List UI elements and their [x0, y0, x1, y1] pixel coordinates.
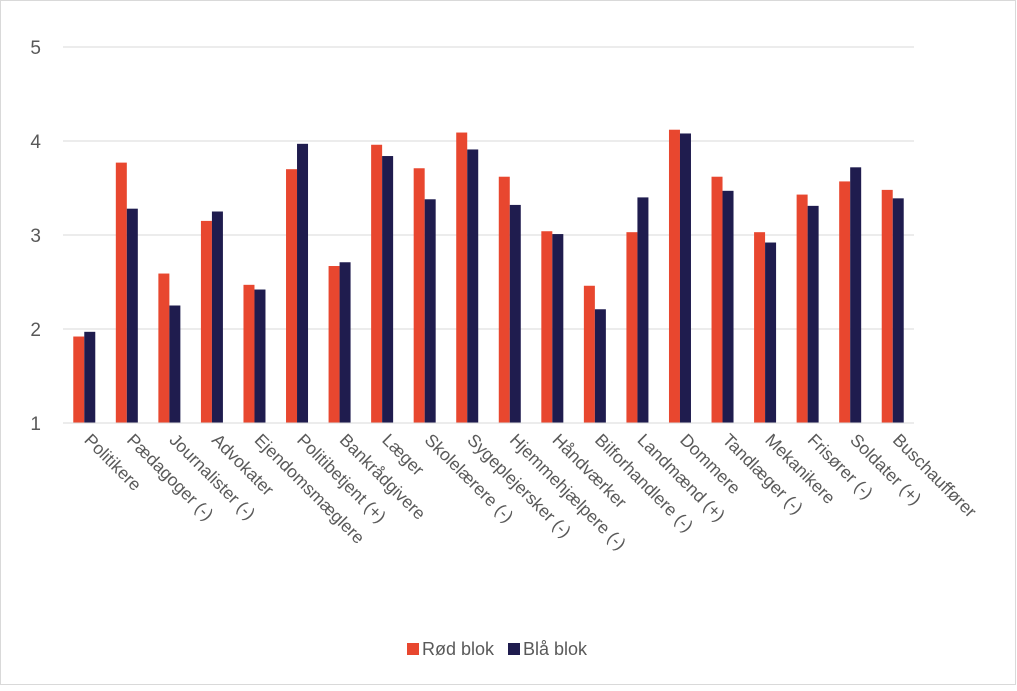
- bar-rod-3: [200, 220, 212, 423]
- bar-rod-1: [115, 162, 127, 423]
- bar-bla-11: [552, 234, 564, 423]
- bar-bla-0: [84, 331, 96, 423]
- bar-rod-17: [796, 194, 808, 423]
- bar-rod-9: [456, 132, 468, 424]
- bar-rod-15: [711, 176, 723, 423]
- legend-swatch: [508, 643, 520, 655]
- bar-bla-5: [297, 143, 309, 423]
- y-tick-label: 4: [30, 132, 41, 153]
- bar-rod-7: [371, 144, 383, 423]
- bar-bla-15: [722, 190, 734, 423]
- bar-rod-18: [839, 181, 851, 423]
- bar-rod-16: [754, 232, 766, 423]
- legend-label: Blå blok: [523, 639, 588, 659]
- bar-rod-14: [668, 129, 680, 423]
- bar-rod-11: [541, 231, 553, 423]
- bar-rod-5: [286, 169, 298, 423]
- legend: Rød blok Blå blok: [407, 639, 588, 659]
- y-tick-label: 2: [30, 320, 41, 341]
- bar-bla-2: [169, 305, 181, 423]
- bars: [73, 129, 904, 424]
- bar-rod-12: [583, 285, 595, 423]
- bar-rod-13: [626, 232, 638, 423]
- bar-bla-16: [765, 242, 777, 423]
- bar-bla-18: [850, 167, 862, 423]
- y-tick-label: 3: [30, 226, 41, 247]
- bar-rod-19: [881, 189, 893, 423]
- bar-bla-19: [892, 198, 904, 423]
- y-tick-label: 5: [30, 38, 41, 59]
- legend-label: Rød blok: [422, 639, 495, 659]
- bar-bla-13: [637, 197, 649, 423]
- bar-bla-7: [382, 156, 394, 424]
- legend-swatch: [407, 643, 419, 655]
- bar-bla-4: [254, 289, 266, 423]
- bar-bla-12: [594, 309, 606, 423]
- bar-rod-10: [498, 176, 510, 423]
- bar-bla-1: [126, 208, 138, 423]
- y-tick-label: 1: [30, 414, 41, 435]
- bar-rod-8: [413, 168, 425, 423]
- gridlines: [63, 46, 914, 330]
- bar-rod-2: [158, 273, 170, 423]
- bar-bla-8: [424, 199, 436, 423]
- y-axis-ticks: 1 2 3 4 5: [30, 38, 41, 435]
- bar-rod-6: [328, 266, 340, 423]
- bar-bla-9: [467, 149, 479, 423]
- bar-rod-4: [243, 284, 255, 423]
- bar-bla-14: [679, 133, 691, 424]
- bar-bla-6: [339, 262, 351, 423]
- bar-bla-3: [211, 211, 223, 423]
- bar-bla-17: [807, 205, 819, 423]
- bar-bla-10: [509, 204, 521, 423]
- bar-rod-0: [73, 336, 85, 423]
